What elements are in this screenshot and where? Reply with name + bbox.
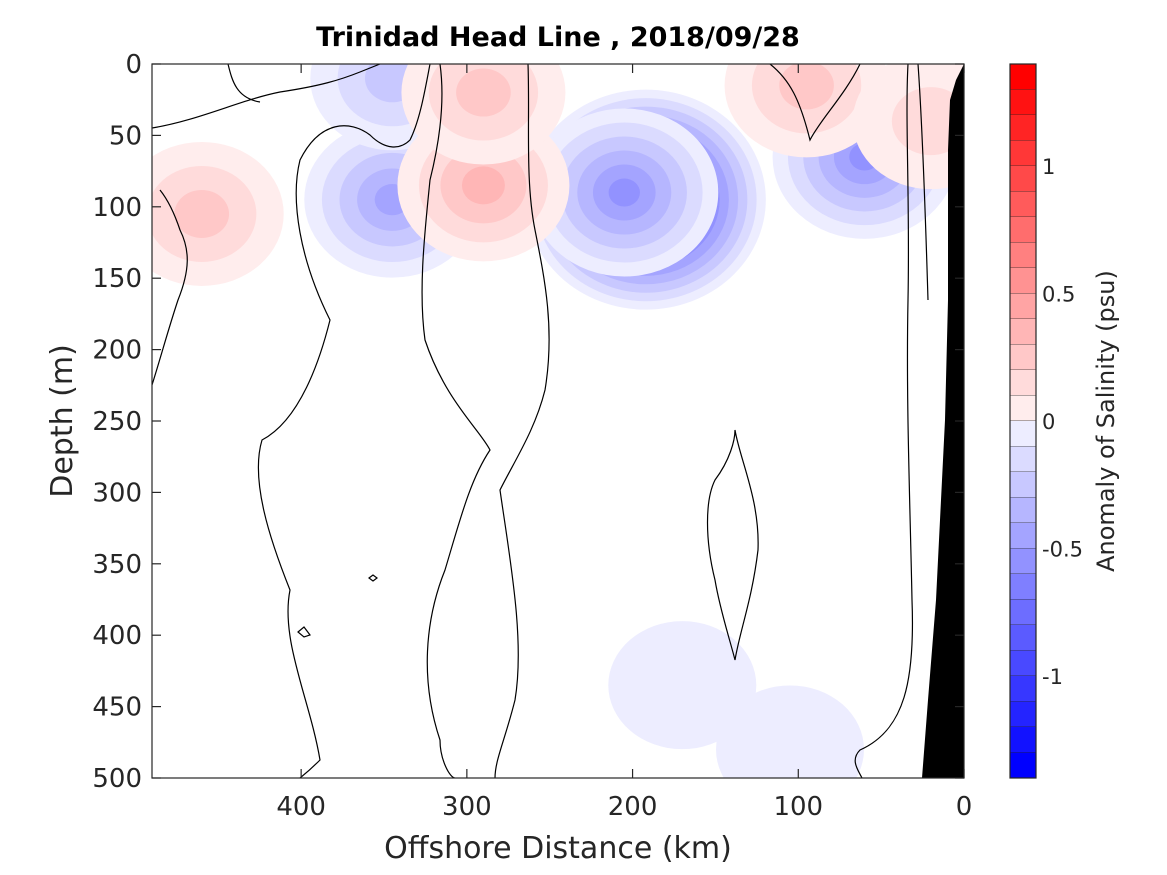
y-tick-label-200: 200	[92, 336, 142, 366]
y-tick-label-350: 350	[92, 550, 142, 580]
y-tick-label-50: 50	[109, 121, 142, 151]
colorbar-level-19	[1010, 548, 1036, 574]
colorbar-level-23	[1010, 650, 1036, 676]
plot-area	[152, 64, 964, 778]
anomaly-feature-10-level-1	[608, 621, 757, 750]
colorbar-tick-label--0.5: -0.5	[1042, 538, 1083, 562]
colorbar-tick-label-0: 0	[1042, 410, 1055, 434]
colorbar-level-2	[1010, 115, 1036, 141]
colorbar-level-24	[1010, 676, 1036, 702]
zero-contour-10	[917, 64, 929, 301]
y-axis: 0 50 100 150 200 250 300 350 400 450 500	[92, 50, 964, 794]
colorbar-level-6	[1010, 217, 1036, 243]
colorbar-level-12	[1010, 370, 1036, 396]
colorbar-level-11	[1010, 344, 1036, 370]
x-axis: 400 300 200 100 0	[276, 64, 972, 822]
anomaly-feature-6-level-4	[461, 166, 505, 205]
y-tick-label-400: 400	[92, 621, 142, 651]
small-contour-2	[297, 626, 311, 638]
y-tick-label-450: 450	[92, 693, 142, 723]
zero-contour-1	[152, 64, 381, 129]
colorbar-frame	[1009, 63, 1037, 779]
anomaly-feature-9-level-2	[891, 87, 964, 156]
colorbar-level-17	[1010, 497, 1036, 523]
colorbar-level-8	[1010, 268, 1036, 294]
colorbar-level-9	[1010, 293, 1036, 319]
y-tick-label-300: 300	[92, 478, 142, 508]
zero-contour-2	[227, 64, 261, 103]
y-tick-label-150: 150	[92, 264, 142, 294]
colorbar-level-18	[1010, 523, 1036, 549]
x-axis-label: Offshore Distance (km)	[384, 831, 732, 866]
colorbar-level-1	[1010, 89, 1036, 115]
anomaly-field	[152, 64, 964, 778]
colorbar-level-27	[1010, 752, 1036, 778]
x-tick-label-100: 100	[773, 792, 823, 822]
colorbar-tick-label--1: -1	[1042, 665, 1063, 689]
zero-contour-4	[257, 64, 431, 778]
x-tick-label-400: 400	[276, 792, 326, 822]
anomaly-feature-1-level-6	[608, 178, 640, 207]
colorbar-label: Anomaly of Salinity (psu)	[1092, 270, 1120, 572]
colorbar-level-15	[1010, 446, 1036, 472]
seafloor-bathymetry	[922, 64, 964, 778]
anomaly-feature-7-level-3	[456, 68, 511, 117]
colorbar-level-20	[1010, 574, 1036, 600]
colorbar-level-0	[1010, 64, 1036, 90]
colorbar-level-3	[1010, 140, 1036, 166]
colorbar	[1010, 64, 1036, 778]
anomaly-feature-11-level-1	[716, 685, 864, 778]
colorbar-level-7	[1010, 242, 1036, 268]
colorbar-ticks: -1 -0.5 0 0.5 1	[1042, 155, 1083, 689]
anomaly-feature-8-level-3	[779, 64, 834, 110]
small-contour-1	[368, 574, 378, 582]
y-axis-label: Depth (m)	[45, 344, 80, 498]
zero-contour-6	[494, 64, 550, 778]
colorbar-level-26	[1010, 727, 1036, 753]
zero-contour-3	[152, 189, 188, 386]
y-tick-label-500: 500	[92, 764, 142, 794]
zero-contour-5	[421, 64, 491, 778]
zero-contour-8	[706, 429, 759, 661]
chart-title: Trinidad Head Line , 2018/09/28	[316, 22, 800, 53]
colorbar-tick-label-1: 1	[1042, 155, 1055, 179]
colorbar-level-13	[1010, 395, 1036, 421]
x-tick-label-200: 200	[608, 792, 658, 822]
x-tick-label-0: 0	[956, 792, 973, 822]
y-tick-label-0: 0	[125, 50, 142, 80]
colorbar-level-4	[1010, 166, 1036, 192]
y-tick-label-250: 250	[92, 407, 142, 437]
zero-contours	[152, 64, 929, 778]
colorbar-level-22	[1010, 625, 1036, 651]
zero-contour-9	[854, 64, 914, 778]
x-tick-label-300: 300	[442, 792, 492, 822]
colorbar-tick-label-0.5: 0.5	[1042, 283, 1075, 307]
anomaly-feature-5-level-3	[174, 189, 230, 238]
y-tick-label-100: 100	[92, 193, 142, 223]
colorbar-level-5	[1010, 191, 1036, 217]
colorbar-level-25	[1010, 701, 1036, 727]
zero-contour-7	[769, 64, 861, 142]
colorbar-level-10	[1010, 319, 1036, 345]
colorbar-level-16	[1010, 472, 1036, 498]
colorbar-level-21	[1010, 599, 1036, 625]
colorbar-level-14	[1010, 421, 1036, 447]
